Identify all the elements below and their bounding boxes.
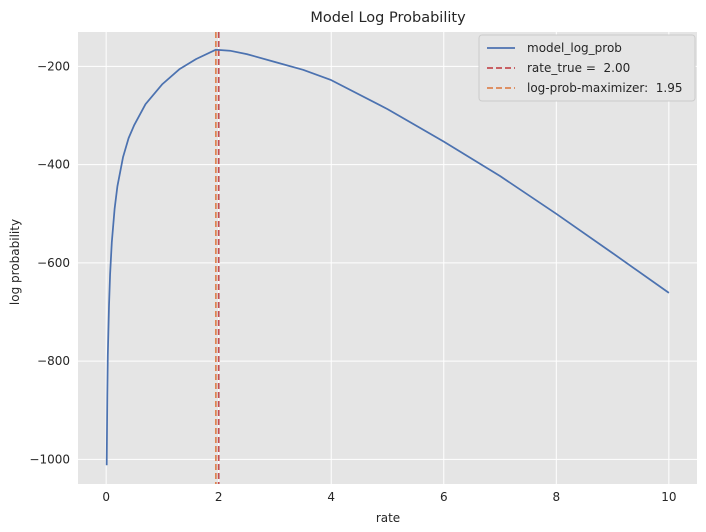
y-tick-label: −1000 [29,452,70,466]
legend-label-log-prob-maximizer: log-prob-maximizer: 1.95 [527,81,683,95]
series-line-model_log_prob [105,48,670,466]
grid [78,32,697,484]
plot-area [78,32,697,484]
x-tick-label: 4 [327,490,335,504]
x-axis-label: rate [376,511,400,525]
y-axis-ticks: −1000 −800 −600 −400 −200 [29,59,70,466]
x-tick-label: 10 [661,490,676,504]
x-tick-label: 2 [215,490,223,504]
x-tick-label: 6 [440,490,448,504]
legend-box [478,34,696,102]
x-axis-ticks: 0 2 4 6 8 10 [102,490,676,504]
y-tick-label: −200 [37,59,70,73]
y-tick-label: −800 [37,354,70,368]
vertical-lines [214,32,220,484]
legend-label-model-log-prob: model_log_prob [527,41,622,55]
legend: model_log_prob rate_true = 2.00 log-prob… [478,34,696,102]
chart-title: Model Log Probability [310,10,466,26]
y-tick-label: −600 [37,256,70,270]
y-tick-label: −400 [37,158,70,172]
y-axis-label: log probability [8,219,22,305]
x-tick-label: 0 [102,490,110,504]
legend-label-rate-true: rate_true = 2.00 [527,61,630,75]
x-tick-label: 8 [552,490,560,504]
series-layer [105,48,670,466]
